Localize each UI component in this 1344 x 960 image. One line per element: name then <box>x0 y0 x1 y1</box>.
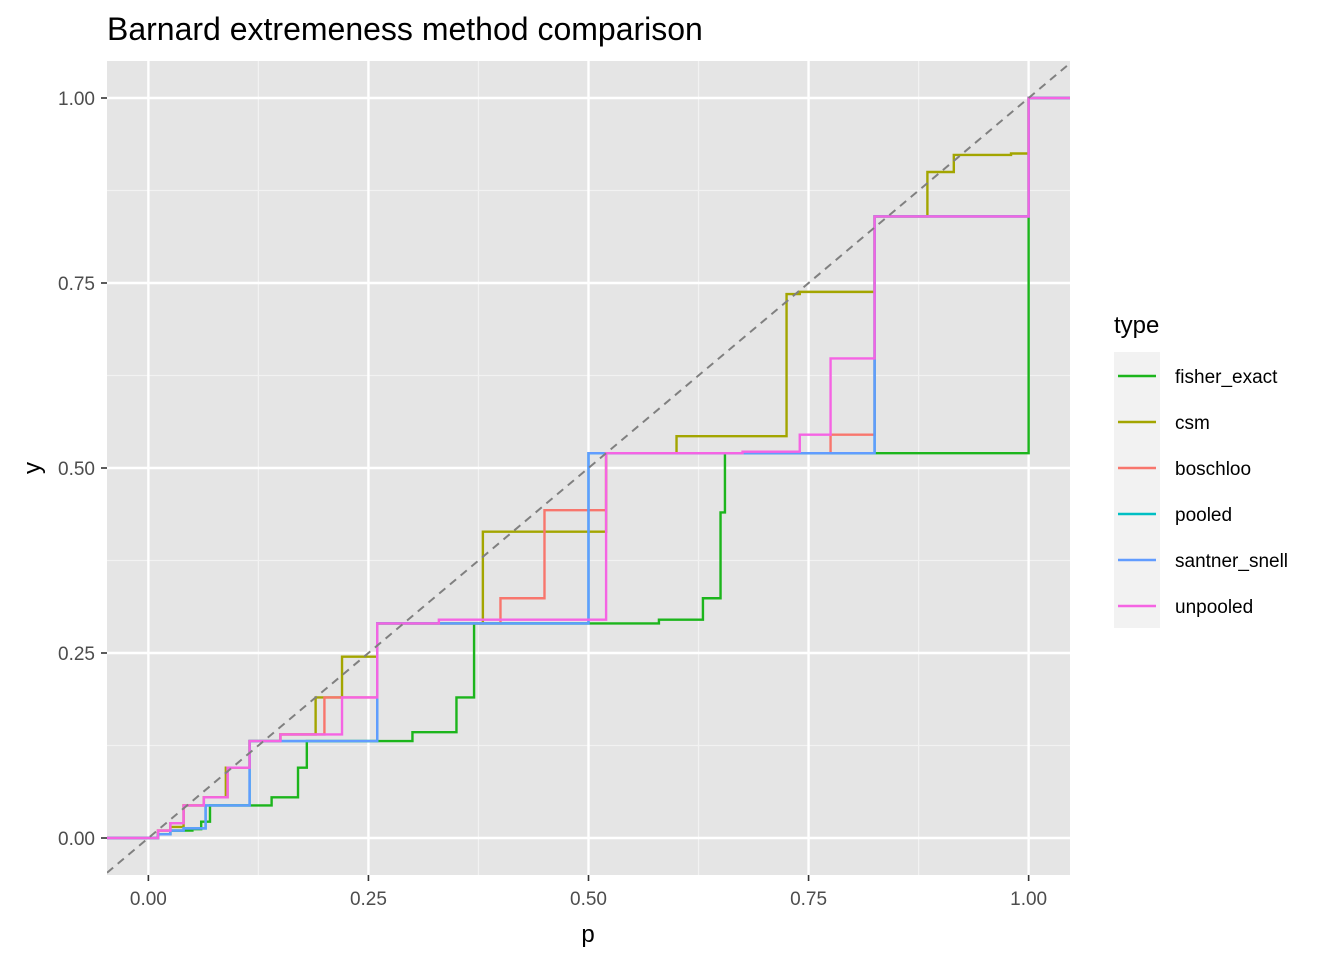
y-axis-title: y <box>19 462 46 474</box>
x-tick-label: 0.25 <box>350 889 387 910</box>
series-line-unpooled <box>107 96 1070 840</box>
legend-label-pooled: pooled <box>1175 505 1232 526</box>
y-axis-ticks: 0.00 0.25 0.50 0.75 1.00 <box>58 89 107 850</box>
series-layer <box>107 96 1070 840</box>
legend-label-santner-snell: santner_snell <box>1175 551 1288 572</box>
y-tick-label: 1.00 <box>58 89 95 110</box>
legend-label-fisher-exact: fisher_exact <box>1175 367 1278 388</box>
y-tick-label: 0.00 <box>58 829 95 850</box>
x-tick-label: 0.75 <box>790 889 827 910</box>
chart-title: Barnard extremeness method comparison <box>107 11 703 47</box>
x-axis-title: p <box>581 921 594 948</box>
x-tick-label: 0.00 <box>130 889 167 910</box>
legend-label-csm: csm <box>1175 413 1210 434</box>
legend-label-boschloo: boschloo <box>1175 459 1251 480</box>
legend-key-background <box>1114 352 1160 628</box>
y-tick-label: 0.75 <box>58 274 95 295</box>
y-tick-label: 0.25 <box>58 644 95 665</box>
plot-area <box>107 62 1070 874</box>
legend-label-unpooled: unpooled <box>1175 597 1253 618</box>
y-tick-label: 0.50 <box>58 459 95 480</box>
x-axis-ticks: 0.00 0.25 0.50 0.75 1.00 <box>130 875 1047 910</box>
legend-title: type <box>1114 312 1159 339</box>
x-tick-label: 1.00 <box>1010 889 1047 910</box>
x-tick-label: 0.50 <box>570 889 607 910</box>
